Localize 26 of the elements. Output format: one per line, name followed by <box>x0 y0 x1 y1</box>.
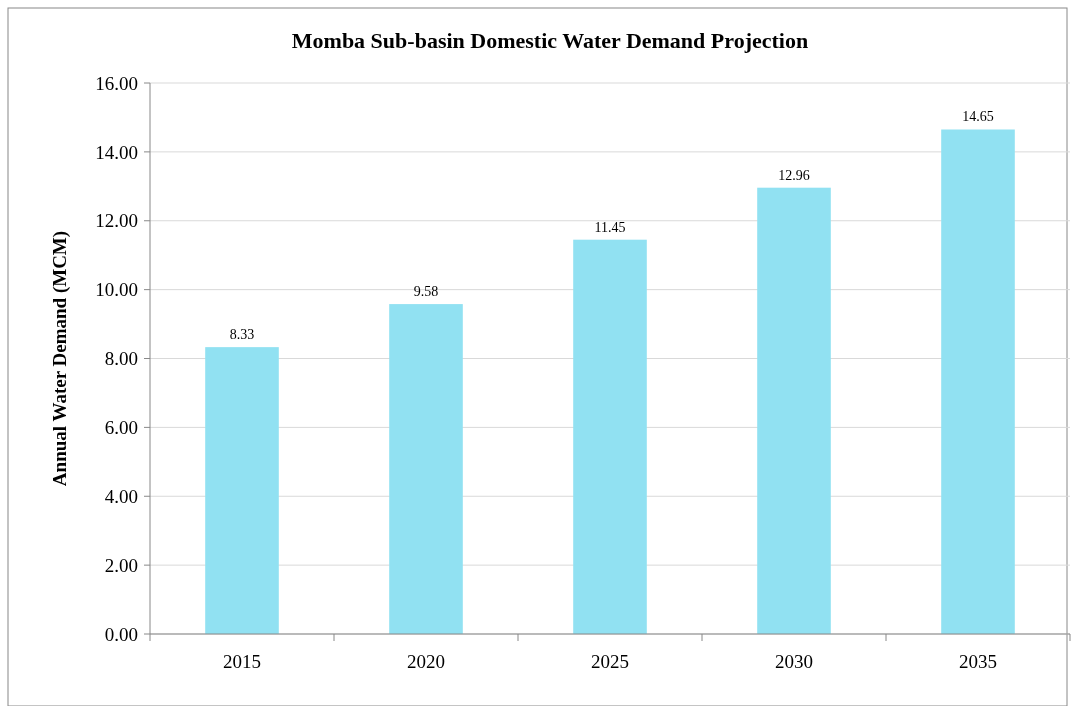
y-tick-label: 6.00 <box>104 417 138 439</box>
y-tick-label: 2.00 <box>104 554 138 576</box>
bar <box>389 304 463 634</box>
x-tick-label: 2015 <box>223 651 261 672</box>
y-tick-label: 10.00 <box>95 279 138 301</box>
y-tick-label: 4.00 <box>104 485 138 507</box>
y-tick-label: 16.00 <box>95 72 138 94</box>
x-tick-label: 2035 <box>959 651 997 672</box>
data-label: 8.33 <box>229 327 255 343</box>
y-tick-label: 14.00 <box>95 141 138 163</box>
chart-title: Momba Sub-basin Domestic Water Demand Projection <box>291 28 809 53</box>
y-tick-label: 8.00 <box>104 348 138 370</box>
data-label: 12.96 <box>778 167 810 183</box>
y-tick-label: 12.00 <box>95 210 138 232</box>
bar <box>757 187 831 634</box>
x-tick-label: 2030 <box>775 651 813 672</box>
data-label: 14.65 <box>962 109 994 125</box>
x-tick-label: 2025 <box>591 651 629 672</box>
bar <box>573 239 647 634</box>
bar <box>941 129 1015 634</box>
y-tick-label: 0.00 <box>104 623 138 645</box>
data-label: 11.45 <box>594 219 626 235</box>
bar <box>205 347 279 634</box>
y-axis-title: Annual Water Demand (MCM) <box>49 230 71 487</box>
x-tick-label: 2020 <box>407 651 445 672</box>
data-label: 9.58 <box>413 284 439 300</box>
